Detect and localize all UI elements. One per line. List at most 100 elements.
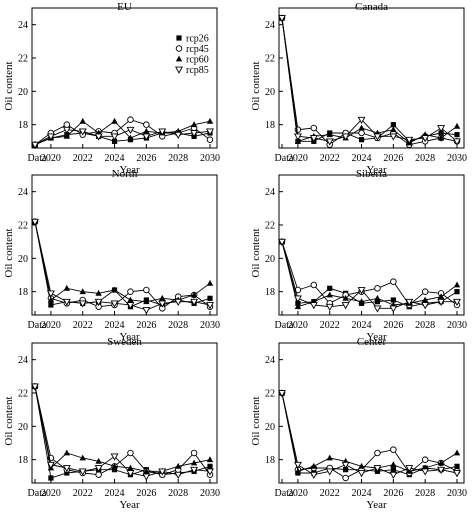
data-point — [111, 117, 118, 124]
y-tick-label: 18 — [265, 287, 275, 298]
data-point — [310, 281, 318, 289]
plot-frame — [278, 174, 465, 316]
data-point — [358, 462, 365, 469]
data-point — [158, 300, 167, 308]
y-axis-label: Oil content — [3, 396, 15, 445]
plot-frame — [31, 174, 218, 316]
x-tick-label: 2028 — [415, 488, 435, 499]
data-point — [358, 298, 365, 305]
data-point — [31, 218, 39, 226]
y-tick-label: 22 — [18, 221, 28, 232]
data-point — [127, 296, 134, 303]
data-point — [374, 299, 381, 305]
data-point — [46, 133, 55, 141]
data-point — [390, 297, 396, 303]
x-tick-label: 2026 — [383, 320, 403, 331]
series-line — [281, 17, 458, 146]
data-point — [127, 134, 134, 141]
data-point — [111, 462, 118, 469]
data-point — [95, 289, 102, 296]
data-point — [390, 461, 397, 468]
x-axis-label: Year — [119, 331, 140, 343]
data-point — [79, 117, 86, 124]
data-point — [453, 298, 461, 306]
y-tick-label: 18 — [18, 120, 28, 131]
data-point — [453, 470, 461, 478]
series-line — [281, 392, 458, 472]
series-rcp26 — [279, 390, 460, 478]
series-rcp85 — [31, 126, 214, 149]
legend-label: rcp26 — [186, 34, 209, 45]
data-point — [373, 465, 382, 473]
y-tick-label: 22 — [265, 54, 275, 65]
data-point — [110, 453, 119, 461]
data-point — [110, 133, 119, 141]
series-line — [34, 120, 211, 146]
data-point — [143, 298, 150, 305]
data-point — [293, 461, 302, 469]
data-point — [142, 307, 151, 315]
data-point — [190, 466, 199, 474]
x-tick-label: 2028 — [168, 320, 188, 331]
data-point — [326, 131, 333, 138]
series-rcp60 — [278, 238, 461, 310]
series-line — [34, 129, 211, 146]
data-point — [310, 124, 318, 132]
data-point — [127, 449, 134, 457]
legend-label: rcp45 — [186, 44, 209, 55]
y-tick-label: 24 — [265, 20, 275, 31]
data-point — [437, 298, 446, 306]
panel-title: Canada — [355, 1, 388, 13]
data-point — [62, 126, 71, 134]
y-tick-label: 24 — [265, 355, 275, 366]
data-point — [78, 128, 87, 136]
series-rcp60 — [31, 218, 214, 305]
x-tick-label: 2024 — [352, 320, 372, 331]
y-tick-label: 24 — [18, 187, 28, 198]
series-line — [281, 17, 458, 144]
data-point — [374, 285, 381, 292]
y-tick-label: 22 — [18, 389, 28, 400]
panel-title: Center — [357, 336, 387, 348]
y-tick-label: 24 — [18, 355, 28, 366]
data-point — [206, 302, 214, 310]
data-point — [79, 288, 86, 295]
x-tick-label: Data — [275, 320, 294, 331]
series-line — [34, 221, 211, 311]
data-point — [341, 461, 350, 469]
data-point — [421, 135, 430, 143]
data-point — [63, 449, 71, 456]
x-tick-label: 2030 — [200, 488, 220, 499]
plot-frame — [278, 342, 465, 484]
data-point — [421, 288, 429, 295]
data-point — [127, 116, 134, 123]
series-line — [281, 241, 457, 309]
data-point — [390, 446, 397, 453]
x-tick-label: 2022 — [320, 153, 340, 164]
data-point — [438, 130, 444, 136]
series-rcp45 — [31, 116, 214, 148]
series-rcp45 — [278, 238, 461, 309]
data-point — [94, 465, 103, 473]
data-point — [278, 238, 286, 246]
y-tick-label: 20 — [18, 87, 28, 98]
x-tick-label: 2020 — [288, 320, 308, 331]
panel-title: North — [112, 168, 138, 180]
data-point — [63, 284, 71, 291]
data-point — [453, 281, 461, 288]
x-tick-label: 2026 — [136, 320, 156, 331]
x-axis-label: Year — [119, 164, 140, 176]
y-tick-label: 20 — [265, 254, 275, 265]
series-line — [281, 392, 458, 476]
data-point — [142, 133, 151, 141]
data-point — [389, 471, 398, 479]
y-tick-label: 18 — [18, 455, 28, 466]
data-point — [373, 305, 382, 313]
x-tick-label: 2024 — [352, 153, 372, 164]
x-tick-label: Data — [275, 153, 294, 164]
